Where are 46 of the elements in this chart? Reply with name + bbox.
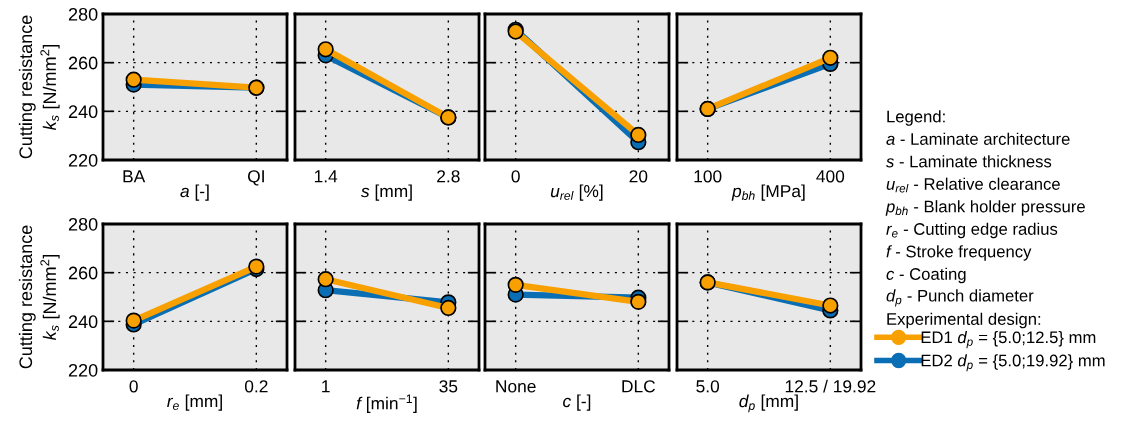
x-tick-label: None <box>496 380 536 393</box>
x-axis-title: f [min$^{−1}$] <box>356 394 417 413</box>
legend-label: ED1 d$_{p}$ = {5.0;12.5} mm <box>921 331 1096 349</box>
x-tick-label: QI <box>247 170 264 186</box>
y-tick-label: 240 <box>68 315 98 329</box>
text: r$_{e}$ - Cutting edge radius <box>886 222 1058 239</box>
y-tick-label: 240 <box>68 105 98 119</box>
text: d$_{p}$ - Punch diameter <box>886 289 1034 307</box>
x-axis-title: s [mm] <box>361 184 412 201</box>
x-tick-label: 0 <box>511 170 520 183</box>
x-axis-title: r$_{e}$ [mm] <box>167 394 222 411</box>
text: f - Stroke frequency <box>886 245 1032 261</box>
x-tick-label: 400 <box>816 170 845 183</box>
x-axis-title: p$_{bh}$ [MPa] <box>731 184 805 201</box>
x-axis-title: d$_{p}$ [mm] <box>739 394 798 413</box>
x-tick-label: 0.2 <box>244 380 268 393</box>
x-tick-label: 5.0 <box>696 380 720 393</box>
x-tick-label: 1 <box>322 380 330 393</box>
text: c - Coating <box>886 267 966 284</box>
text: a - Laminate architecture <box>886 132 1070 145</box>
x-tick-label: 20 <box>629 170 648 183</box>
x-tick-label: 2.8 <box>437 170 460 183</box>
x-tick-label: 12.5 / 19.92 <box>785 379 876 393</box>
x-tick-label: 100 <box>694 170 722 183</box>
x-axis-title: u$_{rel}$ [%] <box>550 184 603 201</box>
text: s - Laminate thickness <box>886 155 1052 168</box>
x-tick-label: DLC <box>622 380 656 393</box>
y-tick-label: 220 <box>68 153 98 167</box>
y-tick-label: 260 <box>68 266 98 280</box>
x-tick-label: 35 <box>439 380 458 393</box>
x-tick-label: 0 <box>129 380 138 393</box>
x-axis-title: c [-] <box>563 394 591 411</box>
x-tick-label: 1.4 <box>314 170 338 183</box>
text: u$_{rel}$ - Relative clearance <box>886 177 1060 193</box>
text: p$_{bh}$ - Blank holder pressure <box>885 200 1085 216</box>
y-tick-label: 280 <box>68 217 98 231</box>
x-axis-title: a [-] <box>180 184 209 201</box>
y-axis-title: Cutting resistance k$_{s}$ [N/mm$^{2}$] <box>18 15 60 159</box>
y-tick-label: 260 <box>68 56 98 70</box>
y-tick-label: 280 <box>68 7 98 21</box>
legend-label: ED2 d$_{p}$ = {5.0;19.92} mm <box>921 354 1105 372</box>
y-tick-label: 220 <box>68 363 98 377</box>
y-axis-title: Cutting resistance k$_{s}$ [N/mm$^{2}$] <box>18 225 60 369</box>
text: Legend: <box>887 110 945 126</box>
x-tick-label: BA <box>123 170 146 183</box>
text: Experimental design: <box>887 312 1041 329</box>
